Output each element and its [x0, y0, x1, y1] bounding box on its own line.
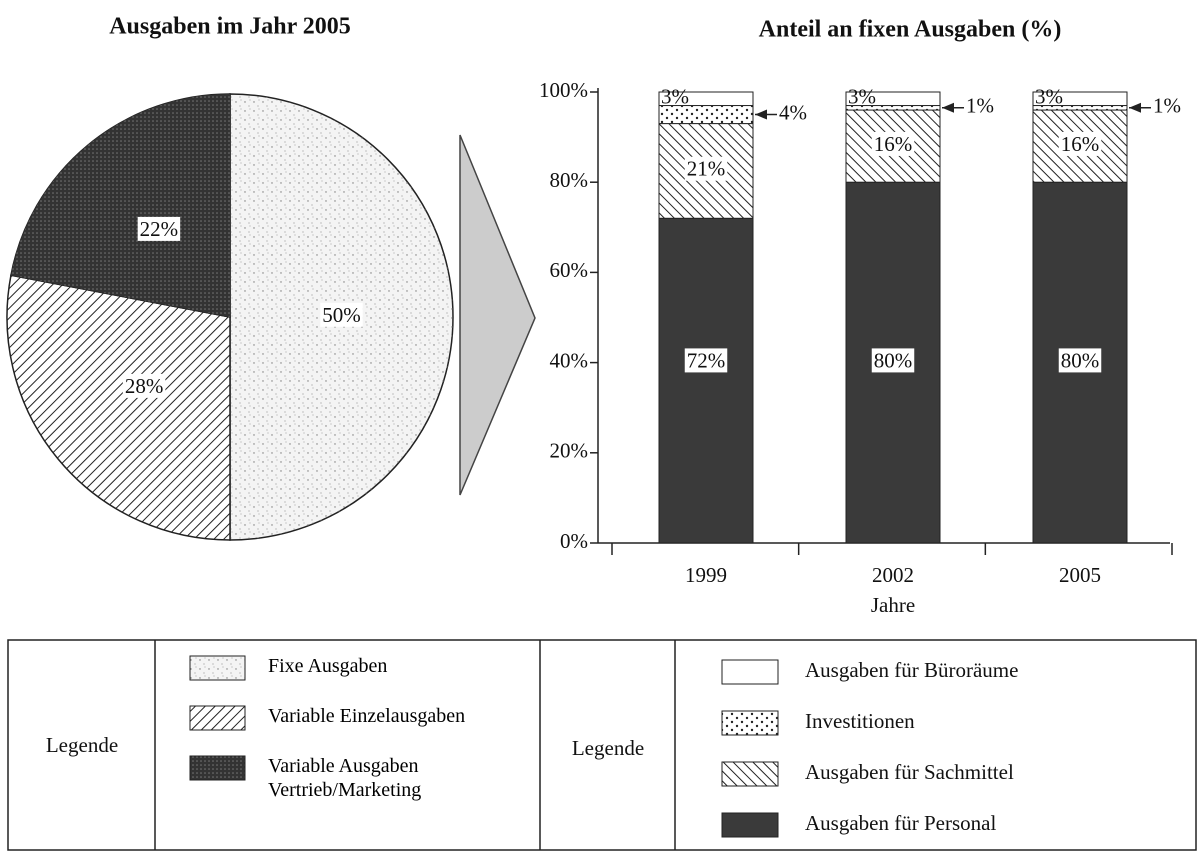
label-box [1058, 348, 1102, 373]
legend-title: Legende [572, 736, 644, 760]
texture [721, 710, 779, 736]
y-tick-label: 100% [539, 78, 588, 102]
label-box [871, 348, 915, 373]
data-label: 72% [687, 348, 726, 372]
texture [189, 705, 246, 731]
label-box [137, 216, 181, 241]
data-label: 16% [1061, 132, 1100, 156]
legend-entry: Fixe Ausgaben [268, 655, 388, 677]
data-label: 3% [1035, 85, 1063, 109]
label-arrowhead [942, 102, 954, 113]
legend-swatch [721, 659, 779, 685]
bar-segment [1032, 91, 1128, 107]
legend-entry: Variable Einzelausgaben [268, 705, 466, 727]
y-tick-label: 60% [550, 258, 589, 282]
data-label: 3% [661, 85, 689, 109]
legend-label: Variable Einzelausgaben [268, 705, 466, 727]
data-label: 21% [687, 157, 726, 181]
texture [846, 105, 940, 111]
data-label: 50% [322, 303, 361, 327]
y-tick-label: 40% [550, 348, 589, 372]
data-label: 28% [125, 374, 164, 398]
legend-label: Ausgaben für Sachmittel [805, 760, 1014, 784]
texture [659, 105, 753, 124]
label-box [122, 373, 166, 398]
legend-label: Ausgaben für Büroräume [805, 658, 1018, 682]
texture [721, 761, 779, 787]
label-box [684, 156, 728, 181]
bar-title: Anteil an fixen Ausgaben (%) [759, 17, 1062, 43]
y-tick-label: 0% [560, 529, 588, 553]
legend-entry: Variable Ausgaben Vertrieb/Marketing [268, 755, 422, 801]
x-axis-label: Jahre [871, 593, 915, 617]
legend-label: Fixe Ausgaben [268, 655, 388, 677]
texture [189, 755, 246, 781]
texture [10, 94, 230, 317]
data-label: 1% [966, 94, 994, 118]
x-tick-label: 2005 [1059, 563, 1101, 587]
data-label: 80% [874, 348, 913, 372]
legend-label: Investitionen [805, 709, 915, 733]
x-tick-label: 2002 [872, 563, 914, 587]
legend-title: Legende [46, 733, 118, 757]
legend-table [7, 639, 1197, 851]
bar-segment [845, 91, 941, 107]
label-box [320, 302, 363, 327]
data-label: 1% [1153, 94, 1181, 118]
legend-swatch [721, 812, 779, 838]
texture [189, 655, 246, 681]
label-box [1058, 131, 1102, 156]
data-label: 22% [140, 217, 179, 241]
y-tick-label: 80% [550, 168, 589, 192]
data-label: 16% [874, 132, 913, 156]
label-box [871, 131, 915, 156]
legend-label: Variable Ausgaben Vertrieb/Marketing [268, 755, 422, 801]
texture [6, 275, 231, 540]
pie-title: Ausgaben im Jahr 2005 [109, 14, 351, 40]
x-tick-label: 1999 [685, 563, 727, 587]
label-arrowhead [755, 109, 767, 120]
label-box [684, 348, 728, 373]
bar-segment [658, 217, 754, 544]
data-label: 80% [1061, 348, 1100, 372]
texture [1033, 105, 1127, 111]
bar-segment [658, 91, 754, 107]
data-label: 4% [779, 100, 807, 124]
legend-label: Ausgaben für Personal [805, 811, 996, 835]
arrow [459, 134, 536, 496]
data-label: 3% [848, 85, 876, 109]
label-arrowhead [1129, 102, 1141, 113]
y-tick-label: 20% [550, 439, 589, 463]
